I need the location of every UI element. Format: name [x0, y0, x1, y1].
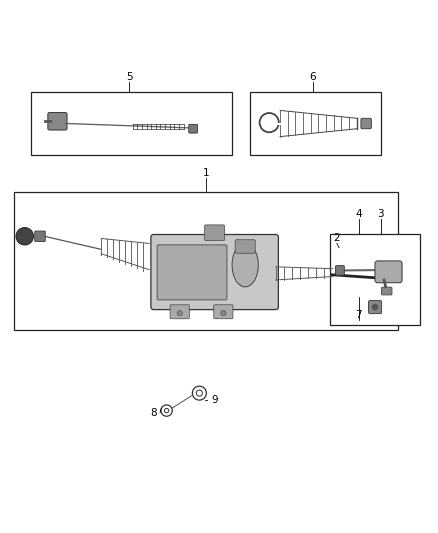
Circle shape	[372, 304, 378, 310]
Text: 7: 7	[355, 310, 362, 319]
FancyBboxPatch shape	[235, 240, 255, 253]
FancyBboxPatch shape	[170, 305, 189, 319]
Ellipse shape	[232, 243, 258, 287]
FancyBboxPatch shape	[48, 112, 67, 130]
FancyBboxPatch shape	[214, 305, 233, 319]
Bar	[31, 92, 232, 155]
Circle shape	[177, 310, 182, 316]
Text: 6: 6	[310, 71, 316, 82]
Text: 3: 3	[377, 209, 384, 219]
Bar	[330, 234, 420, 326]
FancyBboxPatch shape	[151, 235, 279, 310]
Circle shape	[16, 228, 33, 245]
FancyBboxPatch shape	[361, 118, 371, 129]
Bar	[14, 192, 398, 330]
FancyBboxPatch shape	[157, 245, 227, 300]
FancyBboxPatch shape	[189, 124, 198, 133]
Circle shape	[221, 310, 226, 316]
Text: 4: 4	[355, 209, 362, 219]
FancyBboxPatch shape	[336, 265, 344, 275]
FancyBboxPatch shape	[205, 225, 225, 240]
FancyBboxPatch shape	[375, 261, 402, 282]
Text: 1: 1	[203, 168, 209, 177]
Text: 2: 2	[334, 233, 340, 243]
FancyBboxPatch shape	[381, 287, 392, 295]
Bar	[250, 92, 381, 155]
Text: 8: 8	[150, 408, 157, 418]
Text: 9: 9	[211, 394, 218, 405]
FancyBboxPatch shape	[35, 231, 45, 241]
Text: 5: 5	[126, 71, 133, 82]
FancyBboxPatch shape	[368, 301, 381, 313]
